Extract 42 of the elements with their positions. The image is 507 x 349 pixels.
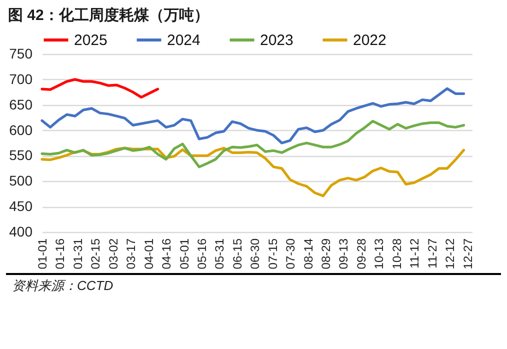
x-tick-label: 07-15: [266, 238, 280, 270]
x-tick-label: 02-15: [88, 238, 103, 270]
y-tick-label: 400: [9, 224, 33, 240]
x-tick-label: 01-31: [70, 238, 85, 270]
legend-label: 2024: [167, 32, 200, 49]
x-tick-label: 06-15: [230, 238, 244, 270]
x-tick-label: 07-30: [284, 238, 298, 270]
x-tick-label: 01-16: [53, 238, 68, 270]
x-tick-label: 05-01: [177, 238, 192, 270]
x-tick-label: 09-28: [354, 238, 368, 270]
legend-label: 2022: [353, 32, 386, 49]
x-tick-label: 03-02: [106, 238, 120, 270]
x-tick-label: 06-30: [248, 238, 262, 270]
x-tick-label: 10-13: [372, 238, 386, 270]
x-tick-label: 05-31: [212, 238, 227, 270]
legend-label: 2023: [260, 32, 294, 49]
x-tick-label: 03-17: [124, 238, 138, 270]
y-tick-label: 700: [9, 70, 33, 87]
x-tick-label: 04-16: [160, 238, 174, 270]
x-tick-label: 09-13: [336, 238, 351, 270]
x-tick-label: 12-27: [460, 238, 475, 270]
x-tick-label: 11-12: [408, 238, 422, 268]
line-series: [40, 78, 160, 99]
line-series: [40, 87, 466, 144]
x-tick-label: 08-29: [319, 238, 334, 270]
legend-label: 2025: [74, 32, 108, 49]
chart-title: 图 42：化工周度耗煤（万吨）: [7, 6, 210, 26]
text: 资料来源：CCTD: [6, 273, 501, 295]
y-tick-label: 600: [9, 122, 33, 138]
x-tick-label: 10-28: [390, 238, 404, 270]
x-tick-label: 08-14: [301, 238, 316, 270]
line-series: [40, 120, 466, 168]
x-tick-label: 01-01: [36, 238, 50, 270]
y-tick-label: 750: [9, 46, 33, 62]
y-tick-label: 450: [9, 198, 33, 214]
x-tick-label: 04-01: [142, 238, 156, 270]
x-tick-label: 05-16: [194, 238, 209, 270]
y-tick-label: 500: [9, 172, 33, 189]
y-tick-label: 650: [9, 96, 33, 112]
y-tick-label: 550: [9, 147, 33, 164]
x-tick-label: 11-27: [425, 238, 440, 268]
x-tick-label: 12-12: [443, 238, 458, 270]
